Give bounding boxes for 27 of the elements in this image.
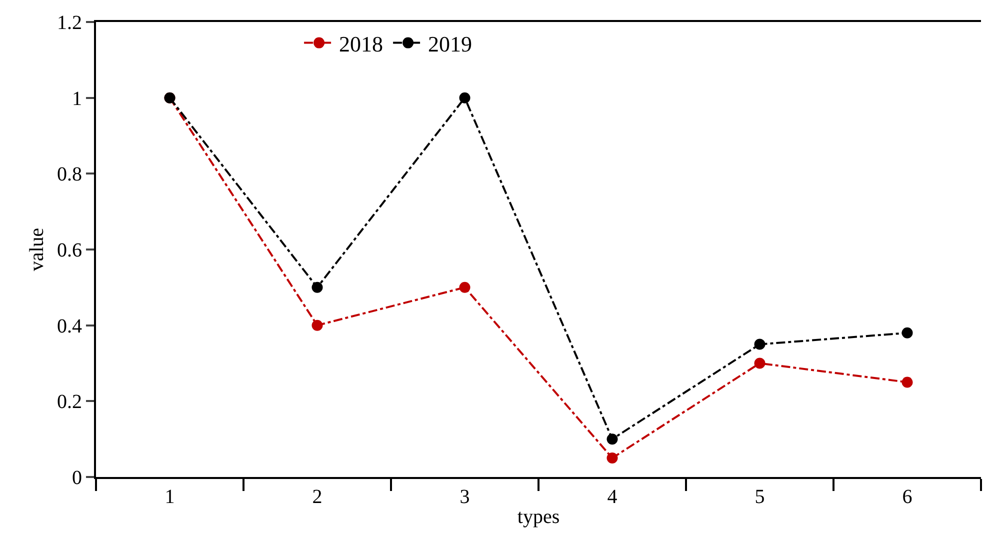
point	[459, 92, 470, 104]
x-tick-label: 1	[164, 486, 175, 508]
y-tick-label: 0.2	[57, 391, 82, 414]
y-axis-title: value	[26, 228, 48, 272]
point	[459, 282, 470, 293]
y-tick-label: 1.2	[57, 12, 82, 34]
point	[754, 338, 766, 350]
point	[606, 452, 618, 464]
legend-label: 2019	[428, 31, 472, 56]
legend-label: 2018	[339, 31, 384, 56]
x-tick-label: 5	[754, 486, 765, 508]
point	[902, 327, 913, 338]
point	[606, 434, 618, 445]
x-tick-label: 2	[312, 486, 322, 508]
y-tick-label: 0.6	[57, 240, 82, 262]
x-tick-label: 4	[607, 486, 618, 508]
x-axis-title: types	[517, 506, 560, 528]
point	[312, 282, 323, 293]
point	[754, 358, 766, 369]
x-tick-label: 6	[902, 486, 912, 508]
y-tick-label: 0	[72, 467, 82, 489]
y-tick-label: 1	[72, 88, 82, 110]
point	[902, 376, 913, 388]
point	[312, 320, 323, 331]
y-tick-label: 0.4	[57, 315, 82, 338]
y-tick-label: 0.8	[57, 164, 82, 186]
x-tick-label: 3	[460, 486, 470, 508]
